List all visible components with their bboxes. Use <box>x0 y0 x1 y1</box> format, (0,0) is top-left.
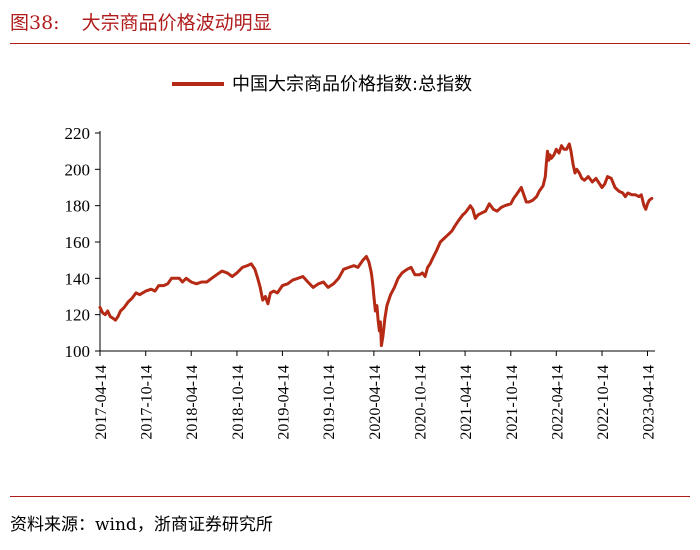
source-note: 资料来源：wind，浙商证券研究所 <box>10 515 273 535</box>
figure-title-text: 大宗商品价格波动明显 <box>81 12 272 34</box>
x-tick-label: 2018-04-14 <box>184 365 201 440</box>
y-tick-label: 200 <box>65 160 91 179</box>
x-tick-label: 2019-10-14 <box>321 365 338 440</box>
x-tick-label: 2017-10-14 <box>139 365 156 440</box>
line-chart: 中国大宗商品价格指数:总指数 100 120 140 160 180 200 220 2017-… <box>65 74 658 440</box>
figure-number: 图38: <box>10 12 60 34</box>
bottom-divider <box>10 496 690 497</box>
x-tick-label: 2023-04-14 <box>641 365 658 440</box>
series-line-total-index <box>98 142 654 348</box>
y-tick-label: 120 <box>65 306 91 325</box>
y-tick-label: 180 <box>65 197 91 216</box>
x-tick-label: 2017-04-14 <box>93 365 110 440</box>
y-tick-label: 220 <box>65 124 91 143</box>
x-tick-label: 2020-10-14 <box>413 365 430 440</box>
legend-label: 中国大宗商品价格指数:总指数 <box>232 74 472 95</box>
x-tick-label: 2020-04-14 <box>367 365 384 440</box>
x-tick-label: 2022-04-14 <box>549 365 566 440</box>
figure-title: 图38: 大宗商品价格波动明显 <box>10 8 272 35</box>
y-tick-label: 100 <box>65 342 91 361</box>
x-tick-label: 2021-10-14 <box>504 365 521 440</box>
x-tick-label: 2019-04-14 <box>275 365 292 440</box>
x-tick-label: 2022-10-14 <box>595 365 612 440</box>
top-divider <box>10 43 690 44</box>
x-tick-label: 2021-04-14 <box>458 365 475 440</box>
x-tick-label: 2018-10-14 <box>230 365 247 440</box>
y-tick-label: 160 <box>65 233 91 252</box>
y-tick-label: 140 <box>65 269 91 288</box>
